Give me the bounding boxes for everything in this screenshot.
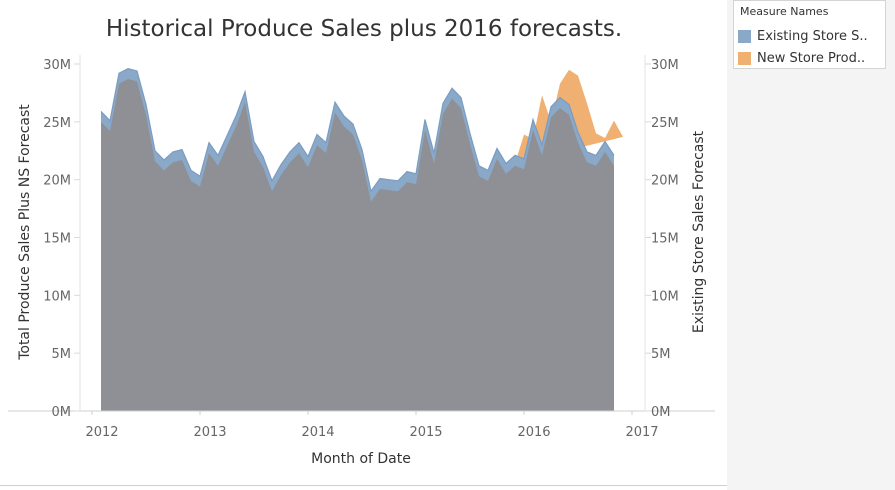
y-tick-label-right: 10M xyxy=(651,289,679,304)
y-tick-label-left: 20M xyxy=(43,174,71,189)
x-tick-label: 2015 xyxy=(409,425,442,440)
legend-swatch-existing-store xyxy=(738,29,751,43)
y-axis-label-right: Existing Store Sales Forecast xyxy=(691,130,707,333)
legend-label-new-store: New Store Prod.. xyxy=(757,50,866,66)
y-tick-label-left: 5M xyxy=(52,347,72,362)
chart: Historical Produce Sales plus 2016 forec… xyxy=(8,16,715,467)
x-tick-label: 2014 xyxy=(301,425,334,440)
legend[interactable]: Measure Names Existing Store S.. New Sto… xyxy=(733,0,886,69)
legend-item-existing-store[interactable]: Existing Store S.. xyxy=(738,28,868,44)
y-tick-label-left: 15M xyxy=(43,232,71,247)
line-existing-store xyxy=(100,67,615,193)
legend-label-existing-store: Existing Store S.. xyxy=(757,28,868,44)
x-tick-label: 2017 xyxy=(625,425,658,440)
y-tick-label-right: 30M xyxy=(651,58,679,73)
plot-area xyxy=(100,67,623,412)
legend-swatch-new-store xyxy=(738,51,751,65)
y-tick-label-left: 10M xyxy=(43,289,71,304)
chart-title: Historical Produce Sales plus 2016 forec… xyxy=(106,16,622,42)
x-tick-label: 2012 xyxy=(85,425,118,440)
y-tick-label-left: 25M xyxy=(43,116,71,131)
area-combined-fill xyxy=(101,79,614,411)
right-panel xyxy=(727,0,895,490)
x-tick-label: 2016 xyxy=(517,425,550,440)
y-tick-label-right: 15M xyxy=(651,232,679,247)
y-tick-label-left: 0M xyxy=(52,405,72,420)
y-tick-label-right: 0M xyxy=(651,405,671,420)
viz-bottom-border xyxy=(0,485,727,486)
y-tick-label-right: 25M xyxy=(651,116,679,131)
y-axis-label-left: Total Produce Sales Plus NS Forecast xyxy=(17,104,33,361)
legend-title: Measure Names xyxy=(740,5,829,18)
y-tick-label-right: 5M xyxy=(651,347,671,362)
x-axis-label: Month of Date xyxy=(311,451,411,467)
y-tick-label-left: 30M xyxy=(43,58,71,73)
y-tick-label-right: 20M xyxy=(651,174,679,189)
legend-item-new-store[interactable]: New Store Prod.. xyxy=(738,50,865,66)
x-tick-label: 2013 xyxy=(193,425,226,440)
axes: 0M 0M 5M 5M 10M 10M 15M 15M 20M 20M 25M 25M 30M 30M 20… xyxy=(8,55,715,440)
